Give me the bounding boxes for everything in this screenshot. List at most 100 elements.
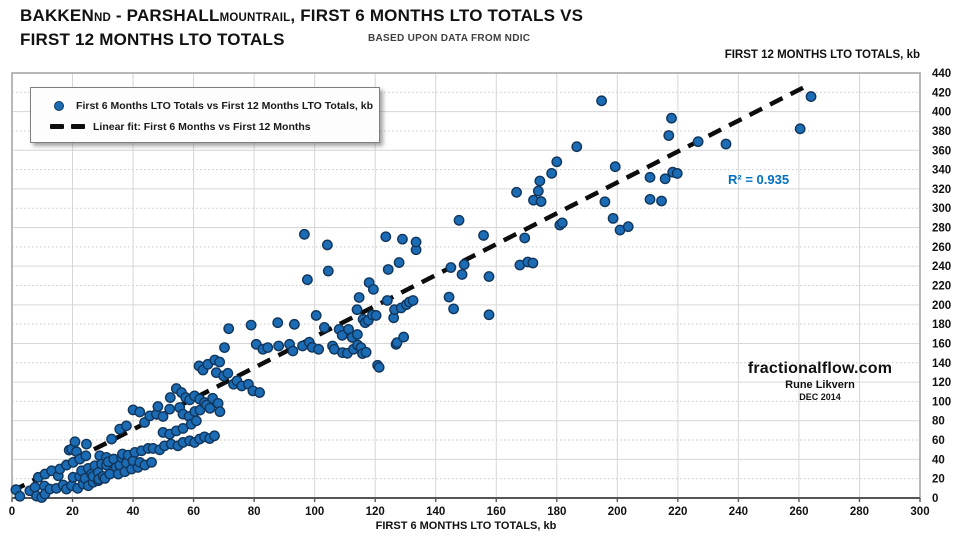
data-point <box>663 130 675 141</box>
data-point <box>287 345 299 357</box>
y-tick-label: 140 <box>932 358 951 370</box>
data-point <box>272 317 284 329</box>
data-point <box>177 423 189 434</box>
data-point <box>644 171 656 183</box>
data-point <box>321 239 333 251</box>
data-point <box>458 259 470 270</box>
data-point <box>121 420 132 432</box>
data-point <box>596 95 607 107</box>
data-point <box>29 481 41 493</box>
data-point <box>219 342 230 354</box>
y-axis-title: FIRST 12 MONTHS LTO TOTALS, kb <box>724 49 920 61</box>
data-point <box>410 236 422 248</box>
x-tick-label: 180 <box>547 506 566 518</box>
x-tick-label: 220 <box>668 506 687 518</box>
data-point <box>353 292 365 303</box>
data-point <box>671 168 683 179</box>
x-tick-label: 240 <box>729 506 748 518</box>
legend-item-points[interactable]: First 6 Months LTO Totals vs First 12 Mo… <box>41 95 373 116</box>
data-point <box>322 265 334 277</box>
data-point <box>367 283 379 295</box>
data-point <box>546 167 558 179</box>
y-tick-label: 100 <box>932 396 951 408</box>
data-point <box>214 356 226 368</box>
legend-box: First 6 Months LTO Totals vs First 12 Mo… <box>30 87 380 143</box>
x-tick-label: 280 <box>850 506 869 518</box>
title-line-2: FIRST 12 MONTHS LTO TOTALS <box>20 30 285 49</box>
data-point <box>14 490 26 502</box>
data-point <box>794 123 806 135</box>
data-point <box>370 310 382 321</box>
legend-item-linear-fit[interactable]: Linear fit: First 6 Months vs First 12 M… <box>41 116 373 137</box>
data-point <box>532 185 544 197</box>
x-tick-label: 40 <box>127 506 140 518</box>
data-point <box>511 186 522 198</box>
data-point <box>622 221 634 233</box>
data-point <box>209 430 220 442</box>
y-tick-label: 60 <box>932 435 945 447</box>
x-tick-label: 200 <box>608 506 627 518</box>
data-point <box>164 403 176 415</box>
data-point <box>254 387 265 398</box>
data-point <box>81 438 92 450</box>
data-point <box>360 346 372 358</box>
data-point <box>456 269 468 280</box>
data-point <box>398 331 410 343</box>
y-tick-label: 240 <box>932 261 951 273</box>
y-tick-label: 260 <box>932 242 951 254</box>
data-point <box>599 196 611 208</box>
data-point <box>519 232 531 244</box>
y-tick-label: 320 <box>932 184 951 196</box>
data-point <box>478 229 489 241</box>
x-tick-label: 160 <box>487 506 506 518</box>
data-point <box>659 173 671 185</box>
data-point <box>397 233 408 245</box>
data-point <box>152 401 164 412</box>
y-tick-label: 180 <box>932 319 951 331</box>
y-tick-label: 200 <box>932 300 951 312</box>
data-point <box>318 322 330 333</box>
data-point <box>805 91 817 102</box>
data-point <box>106 433 117 445</box>
data-point <box>298 228 310 240</box>
data-point <box>310 310 322 321</box>
x-tick-label: 140 <box>426 506 445 518</box>
y-tick-label: 420 <box>932 87 951 99</box>
y-tick-label: 40 <box>932 454 945 466</box>
data-point <box>164 392 176 403</box>
data-point <box>448 303 459 315</box>
x-tick-label: 0 <box>9 506 15 518</box>
data-point <box>443 291 455 303</box>
data-point <box>453 214 465 226</box>
y-tick-label: 160 <box>932 338 951 350</box>
title-line-1: BAKKENND - PARSHALLMOUNTRAIL, FIRST 6 MO… <box>20 5 583 29</box>
watermark-date: DEC 2014 <box>799 392 841 402</box>
data-point <box>273 340 285 352</box>
data-point <box>80 450 92 462</box>
data-point <box>609 161 621 173</box>
trendline <box>10 81 813 494</box>
data-point <box>571 141 583 153</box>
y-tick-label: 280 <box>932 223 951 235</box>
data-point <box>336 329 348 341</box>
y-tick-label: 380 <box>932 126 951 138</box>
data-point <box>222 367 234 379</box>
title-nd: ND <box>93 12 111 24</box>
x-tick-label: 100 <box>305 506 324 518</box>
data-point <box>245 319 257 331</box>
data-point <box>302 274 313 286</box>
y-tick-label: 0 <box>932 493 938 505</box>
data-point <box>157 411 169 422</box>
data-point <box>407 295 419 306</box>
data-point <box>381 295 393 306</box>
x-tick-label: 80 <box>248 506 261 518</box>
watermark-site: fractionalflow.com <box>747 360 893 377</box>
data-point <box>214 406 226 418</box>
data-point <box>380 231 392 243</box>
data-point <box>535 196 547 207</box>
data-point <box>656 195 667 207</box>
legend-label-linear-fit: Linear fit: First 6 Months vs First 12 M… <box>93 120 311 133</box>
x-tick-label: 120 <box>366 506 385 518</box>
data-point <box>69 436 81 448</box>
r-squared-annotation: R² = 0.935 <box>728 172 790 187</box>
